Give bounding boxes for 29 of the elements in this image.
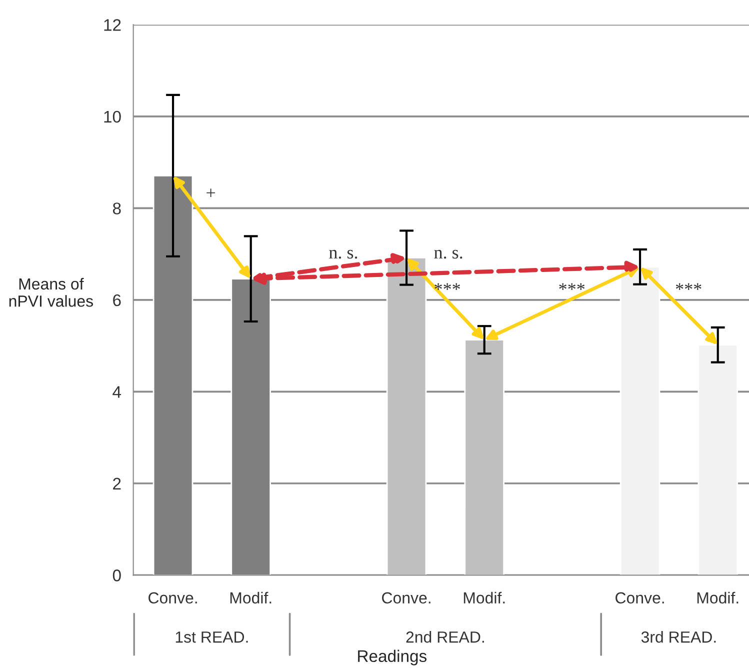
x-tick-label: Conve.: [148, 592, 197, 604]
bar: [464, 339, 505, 576]
y-axis-title: Means of nPVI values: [9, 278, 93, 307]
x-tick-label: Modif.: [697, 592, 738, 604]
y-tick-label: 2: [113, 478, 121, 490]
y-tick-label: 0: [112, 570, 121, 582]
bar: [386, 257, 427, 576]
annotation: n. s.: [434, 250, 462, 259]
text: 2nd READ.: [406, 631, 484, 643]
text: 1st READ.: [176, 632, 248, 643]
bar: [230, 278, 272, 576]
bar: [620, 266, 660, 576]
annotation: +: [206, 188, 216, 197]
annotation: n. s.: [329, 250, 358, 259]
y-tick-label: 6: [113, 294, 121, 306]
annotation: ***: [676, 283, 702, 290]
y-tick-label: 4: [112, 386, 122, 398]
bar: [152, 174, 194, 576]
text: 3rd READ.: [641, 631, 716, 643]
x-axis-title: Readings: [358, 650, 427, 666]
annotation: ***: [559, 283, 585, 290]
y-tick-label: 10: [104, 110, 121, 123]
x-tick-label: Modif.: [464, 592, 505, 604]
x-tick-label: Conve.: [382, 592, 430, 604]
bar: [698, 344, 738, 576]
x-tick-label: Modif.: [230, 592, 272, 604]
x-tick-label: Conve.: [616, 592, 664, 604]
y-tick-label: 8: [112, 202, 121, 214]
y-tick-label: 12: [104, 19, 121, 31]
